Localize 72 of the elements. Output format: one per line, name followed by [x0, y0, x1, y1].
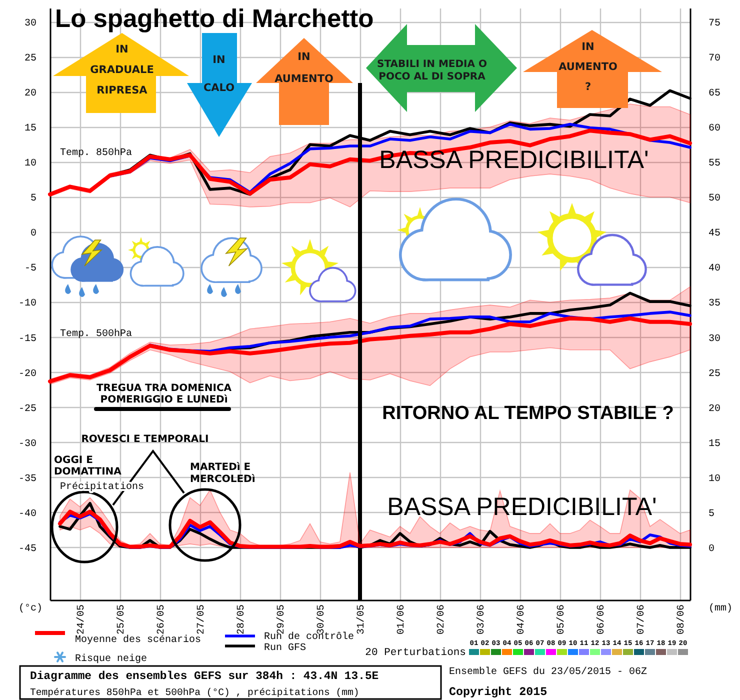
y2-tick-label: 70: [708, 54, 721, 65]
annotation: Temp. 850hPa: [60, 146, 132, 158]
y-tick-label: -30: [18, 438, 36, 450]
annotation: Temp. 500hPa: [60, 328, 132, 340]
annotation: IN GRADUALE RIPRESA: [90, 44, 154, 96]
annotation: ROVESCI E TEMPORALI: [81, 434, 209, 444]
y-tick-label: -20: [18, 368, 36, 380]
annotation: IN AUMENTO ?: [558, 41, 618, 93]
y-tick-label: 30: [24, 18, 36, 30]
y-tick-label: -15: [18, 334, 36, 345]
y-tick-label: 5: [30, 194, 36, 205]
annotation: IN AUMENTO: [274, 51, 334, 85]
x-tick-label: 05/06: [556, 604, 568, 635]
x-tick-label: 01/06: [396, 604, 408, 635]
y2-tick-label: 40: [708, 264, 721, 275]
y-axis-title: (°c): [18, 602, 43, 614]
x-tick-label: 06/06: [596, 604, 608, 635]
y-tick-label: 20: [24, 88, 36, 100]
y-tick-label: 25: [24, 54, 36, 65]
legend-label: Moyenne des scénarios: [75, 634, 202, 646]
y2-tick-label: 45: [708, 228, 721, 240]
y2-tick-label: 60: [708, 124, 721, 135]
x-tick-label: 08/06: [676, 604, 688, 635]
y-tick-label: -5: [24, 264, 36, 275]
x-tick-label: 24/05: [76, 604, 88, 635]
y2-axis-title: (mm): [708, 602, 733, 614]
x-tick-label: 29/05: [276, 604, 288, 635]
y2-tick-label: 15: [708, 438, 721, 450]
y2-tick-label: 5: [708, 508, 715, 520]
x-tick-label: 04/06: [516, 604, 528, 635]
text: Diagramme des ensembles GEFS sur 384h : 43.4N 13.5E: [30, 670, 379, 683]
legend-label: Run GFS: [264, 642, 306, 654]
y2-tick-label: 30: [708, 334, 721, 345]
y-tick-label: 10: [24, 158, 36, 170]
text: Ensemble GEFS du 23/05/2015 - 06Z: [449, 666, 648, 678]
y2-tick-label: 50: [708, 194, 721, 205]
x-tick-label: 31/05: [356, 604, 368, 635]
y-tick-label: 15: [24, 124, 36, 135]
x-tick-label: 07/06: [636, 604, 648, 635]
y-tick-label: -10: [18, 298, 36, 310]
y-tick-label: -25: [18, 404, 36, 415]
text: Copyright 2015: [449, 685, 548, 699]
y2-tick-label: 75: [708, 18, 721, 30]
annotation: OGGI E DOMATTINA: [54, 454, 122, 477]
annotation: MARTEDì E MERCOLEDì: [190, 462, 256, 484]
annotation: BASSA PREDICIBILITA': [387, 493, 657, 521]
annotation: RITORNO AL TEMPO STABILE ?: [382, 402, 674, 424]
y-tick-label: -40: [18, 508, 36, 520]
y-tick-label: 0: [30, 228, 36, 240]
annotation: TREGUA TRA DOMENICA POMERIGGIO E LUNEDì: [96, 382, 232, 405]
x-tick-label: 27/05: [196, 604, 208, 635]
x-tick-label: 28/05: [236, 604, 248, 635]
text: 20 Perturbations: [365, 647, 466, 659]
y2-tick-label: 65: [708, 88, 721, 100]
y2-tick-label: 55: [708, 158, 721, 170]
y2-tick-label: 35: [708, 298, 721, 310]
text: Risque neige: [75, 652, 148, 664]
y2-tick-label: 0: [708, 544, 715, 555]
y-tick-label: -35: [18, 474, 36, 485]
y-tick-label: -45: [18, 544, 36, 555]
y2-tick-label: 25: [708, 368, 721, 380]
x-tick-label: 03/06: [476, 604, 488, 635]
y2-tick-label: 10: [708, 474, 721, 485]
text: IN CALO: [203, 54, 235, 94]
text: Températures 850hPa et 500hPa (°C) , précipitations (mm): [30, 686, 360, 698]
chart-title: Lo spaghetto di Marchetto: [55, 5, 374, 33]
annotation: BASSA PREDICIBILITA': [379, 146, 649, 174]
annotation: STABILI IN MEDIA O POCO AL DI SOPRA: [377, 58, 487, 82]
x-tick-label: 26/05: [156, 604, 168, 635]
x-tick-label: 02/06: [436, 604, 448, 635]
x-tick-label: 25/05: [116, 604, 128, 635]
y2-tick-label: 20: [708, 404, 721, 415]
